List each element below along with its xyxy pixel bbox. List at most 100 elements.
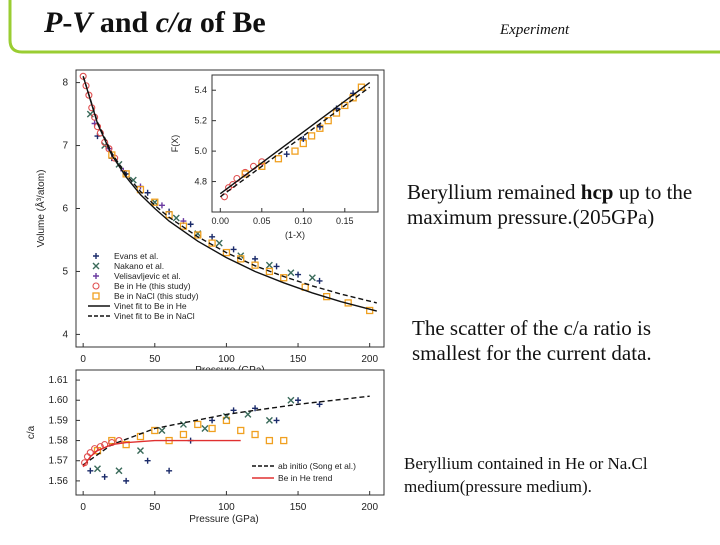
pv-series-be-in-he-this-study-point xyxy=(79,72,87,80)
fx-ytick-label: 4.8 xyxy=(194,177,207,187)
pv-ytick-label: 4 xyxy=(62,329,68,340)
ca-series-be-in-he-trend-line xyxy=(82,439,241,468)
fx-series-be-in-nacl-this-study-point xyxy=(291,147,299,155)
ca-xtick-label: 0 xyxy=(80,502,86,513)
pv-legend-be-in-he-this-study-swatch xyxy=(92,282,100,290)
pv-series-velisavljevic-et-al-point xyxy=(158,202,165,209)
fx-xaxis-label: (1-X) xyxy=(285,230,305,240)
fx-series-be-in-nacl-this-study-point xyxy=(341,101,349,110)
pv-ytick-label: 6 xyxy=(62,204,68,215)
pv-xtick-label: 150 xyxy=(290,354,307,365)
ca-series-evans-et-al-point xyxy=(87,467,94,474)
accent-border-line xyxy=(8,0,720,54)
fx-series-be-in-nacl-this-study-point xyxy=(241,170,249,178)
pv-legend-evans-et-al-swatch xyxy=(93,253,99,259)
ca-series-evans-et-al-point xyxy=(273,417,280,424)
fx-series-evans-et-al-point xyxy=(316,123,323,130)
ca-series-nakano-et-al-point xyxy=(201,424,209,432)
ca-series-be-in-nacl-this-study-point xyxy=(208,424,216,433)
ca-series-evans-et-al-point xyxy=(209,417,216,424)
pv-series-vinet-fit-to-be-in-nacl-line xyxy=(82,76,377,304)
pv-series-be-in-nacl-this-study-point xyxy=(280,274,288,282)
ca-xtick-label: 200 xyxy=(361,502,378,513)
ca-series-evans-et-al-point xyxy=(123,477,130,484)
pv-series-be-in-he-this-study-point xyxy=(82,82,90,90)
pv-legend-vinet-fit-to-be-in-nacl-label: Vinet fit to Be in NaCl xyxy=(114,311,195,321)
pv-xtick-label: 0 xyxy=(80,354,86,365)
ca-ytick-label: 1.60 xyxy=(49,395,69,406)
ca-series-evans-et-al-point xyxy=(295,397,302,404)
fx-xtick-label: 0.15 xyxy=(336,216,354,226)
pv-legend-velisavljevic-et-al-swatch xyxy=(93,273,99,279)
fx-series-be-in-nacl-this-study-point xyxy=(274,155,283,163)
ca-series-evans-et-al-point xyxy=(316,401,323,408)
pv-legend-be-in-nacl-this-study-swatch xyxy=(92,292,100,300)
ca-series-be-in-nacl-this-study-point xyxy=(280,436,288,445)
pv-ytick-label: 5 xyxy=(62,266,68,277)
ca-ytick-label: 1.61 xyxy=(49,375,69,386)
ca-series-be-in-nacl-this-study-point xyxy=(179,430,188,439)
ca-series-be-in-he-this-study-point xyxy=(108,439,116,447)
pv-xtick-label: 100 xyxy=(218,354,235,365)
pv-legend-velisavljevic-et-al-label: Velisavljevic et al. xyxy=(114,271,181,281)
pv-series-evans-et-al-point xyxy=(230,246,237,253)
pv-series-evans-et-al-point xyxy=(273,263,280,270)
fx-xtick-label: 0.10 xyxy=(295,216,313,226)
ca-series-be-in-nacl-this-study-point xyxy=(122,440,130,449)
ca-series-evans-et-al-point xyxy=(166,467,173,474)
pv-series-evans-et-al-point xyxy=(252,255,259,262)
ca-series-nakano-et-al-point xyxy=(115,467,123,475)
ca-series-nakano-et-al-point xyxy=(93,465,101,473)
pv-series-nakano-et-al-point xyxy=(129,176,137,184)
ca-series-nakano-et-al-point xyxy=(158,426,166,434)
ca-series-be-in-nacl-this-study-point xyxy=(151,426,159,435)
ca-yaxis-label: c/a xyxy=(26,425,37,439)
fx-series-be-in-nacl-this-study-point xyxy=(307,132,316,140)
pv-series-evans-et-al-point xyxy=(209,233,216,240)
pv-series-nakano-et-al-point xyxy=(172,214,180,222)
fx-inset-chart: 0.00 0.05 0.10 0.15 4.8 5.0 5.2 5.4 (1-X) F(X) xyxy=(170,74,379,240)
ca-chart: 0 50 100 150 200 1.56 1.57 1.58 1.59 1.60 1.61 Pres… xyxy=(26,369,385,525)
pv-ytick-label: 7 xyxy=(62,141,68,152)
pv-series-be-in-nacl-this-study-point xyxy=(265,267,274,276)
pv-series-vinet-fit-to-be-in-he-line xyxy=(82,76,377,312)
fx-yaxis-label: F(X) xyxy=(170,135,180,153)
pv-legend-nakano-et-al-label: Nakano et al. xyxy=(114,261,164,271)
ca-xtick-label: 100 xyxy=(218,502,235,513)
note-medium: Beryllium contained in He or Na.Cl mediu… xyxy=(404,454,648,496)
note-scatter: The scatter of the c/a ratio is smallest… xyxy=(412,316,652,365)
fx-series-vinet-fit-to-be-in-he-line xyxy=(219,82,371,195)
pv-series-be-in-nacl-this-study-point xyxy=(136,185,145,194)
ca-series-be-in-nacl-this-study-point xyxy=(251,430,259,439)
ca-xtick-label: 150 xyxy=(290,502,307,513)
pv-series-nakano-et-al-point xyxy=(287,269,295,277)
slide-title: P-V and c/a of Be xyxy=(44,6,266,39)
ca-series-be-in-nacl-this-study-point xyxy=(222,416,231,425)
pv-series-be-in-he-this-study-point xyxy=(85,91,93,99)
ca-xtick-label: 50 xyxy=(149,502,161,513)
ca-series-evans-et-al-point xyxy=(252,405,259,412)
pv-legend-be-in-nacl-this-study-label: Be in NaCl (this study) xyxy=(114,291,199,301)
fx-series-be-in-he-this-study-point xyxy=(258,158,266,166)
ca-series-be-in-nacl-this-study-point xyxy=(265,436,274,445)
fx-ytick-label: 5.0 xyxy=(194,146,207,156)
pv-series-nakano-et-al-point xyxy=(308,274,316,282)
ca-series-be-in-nacl-this-study-point xyxy=(194,420,202,429)
pv-legend-vinet-fit-to-be-in-he-label: Vinet fit to Be in He xyxy=(114,301,187,311)
ca-series-nakano-et-al-point xyxy=(244,410,252,418)
pv-series-evans-et-al-point xyxy=(144,189,151,196)
ca-series-evans-et-al-point xyxy=(101,473,108,480)
pv-yaxis-label: Volume (Å³/atom) xyxy=(34,170,47,248)
ca-legend-be-in-he-trend-label: Be in He trend xyxy=(278,473,333,483)
pv-xtick-label: 200 xyxy=(361,354,378,365)
pv-series-nakano-et-al-point xyxy=(215,239,223,247)
pv-series-be-in-nacl-this-study-point xyxy=(194,231,202,239)
pv-legend-be-in-he-this-study-label: Be in He (this study) xyxy=(114,281,191,291)
fx-xtick-label: 0.05 xyxy=(253,216,271,226)
note-hcp: Beryllium remained hcp up to the maximum… xyxy=(407,180,693,229)
pv-series-be-in-nacl-this-study-point xyxy=(179,222,188,230)
ca-series-be-in-nacl-this-study-point xyxy=(237,426,245,435)
pv-ytick-label: 8 xyxy=(62,78,68,89)
